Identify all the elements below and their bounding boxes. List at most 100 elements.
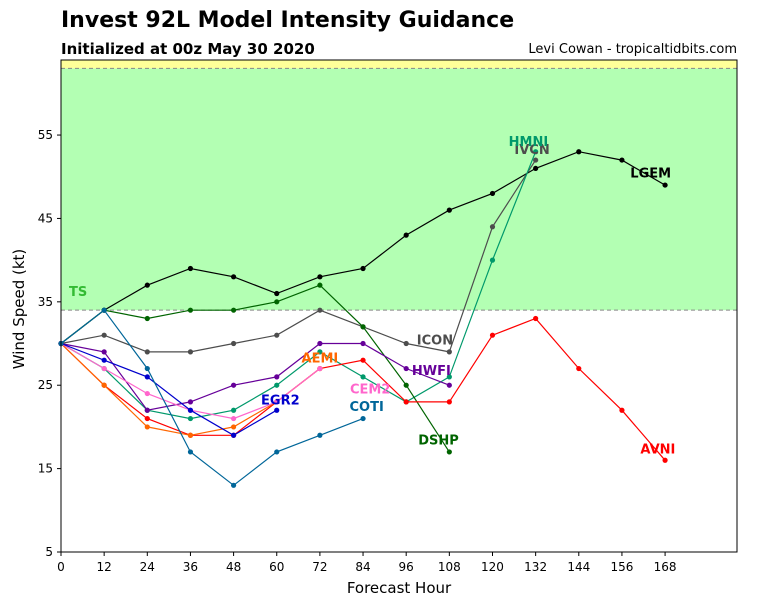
series-label-coti: COTI — [349, 400, 383, 415]
x-tick-label: 0 — [57, 560, 65, 574]
x-tick-label: 132 — [524, 560, 547, 574]
data-point-dshp — [230, 307, 237, 313]
data-point-hwfi — [187, 399, 194, 405]
x-tick-label: 156 — [610, 560, 633, 574]
x-tick-label: 60 — [269, 560, 284, 574]
series-label-aemi: AEMI — [302, 352, 339, 367]
chart-credit: Levi Cowan - tropicaltidbits.com — [528, 42, 737, 57]
data-point-cem2 — [144, 390, 150, 397]
chart-subtitle: Initialized at 00z May 30 2020 — [61, 40, 315, 58]
data-point-lgem — [230, 274, 237, 280]
data-point-ivcn — [101, 332, 107, 338]
data-point-lgem — [619, 157, 625, 163]
data-point-avni — [403, 399, 409, 405]
data-point-hwfi — [403, 365, 409, 372]
data-point-cem2 — [317, 365, 323, 372]
data-point-dshp — [446, 449, 452, 455]
series-label-avni: AVNI — [640, 443, 675, 458]
data-point-lgem — [489, 190, 496, 197]
data-point-hmni — [533, 149, 539, 155]
data-point-hwfi — [144, 407, 150, 413]
data-point-lgem — [533, 165, 539, 172]
data-point-hwfi — [230, 382, 237, 388]
x-tick-label: 120 — [481, 560, 504, 574]
data-point-lgem — [317, 274, 323, 280]
data-point-egr2 — [187, 407, 194, 413]
data-point-egr2 — [274, 407, 280, 413]
band-label: TS — [69, 285, 87, 300]
data-point-hmni — [446, 374, 452, 380]
data-point-aemi — [187, 432, 194, 438]
data-point-hmni — [187, 415, 194, 422]
data-point-avni — [144, 415, 150, 422]
x-tick-label: 24 — [140, 560, 155, 574]
series-labels: LGEM IVCN ICON HMNI DSHP AVNI HWFI AEMI CEM2 EGR2… — [261, 135, 675, 458]
data-point-dshp — [187, 307, 194, 313]
series-label-ivcn: IVCN — [514, 143, 549, 158]
data-point-ivcn — [489, 224, 496, 230]
data-point-avni — [576, 365, 582, 372]
data-point-hwfi — [317, 340, 323, 347]
data-point-avni — [662, 457, 668, 463]
data-point-avni — [489, 332, 496, 338]
data-point-dshp — [403, 382, 409, 388]
data-point-coti — [230, 482, 237, 488]
data-point-hmni — [360, 374, 366, 380]
y-tick-label: 15 — [38, 462, 53, 476]
data-point-coti — [274, 449, 280, 455]
series-line-ivcn — [60, 159, 537, 353]
data-point-dshp — [274, 299, 280, 305]
data-point-ivcn — [446, 349, 452, 355]
data-point-avni — [619, 407, 625, 413]
data-point-lgem — [576, 149, 582, 155]
series-label-dshp: DSHP — [418, 433, 459, 448]
y-tick-label: 45 — [38, 211, 53, 225]
series-line-coti — [60, 309, 364, 487]
series-line-egr2 — [60, 342, 278, 436]
data-point-dshp — [317, 282, 323, 288]
data-point-cem2 — [230, 415, 237, 422]
plot-frame — [60, 59, 738, 553]
data-point-lgem — [446, 207, 452, 213]
y-axis-label: Wind Speed (kt) — [10, 249, 28, 370]
series-line-aemi — [60, 343, 321, 436]
data-point-ivcn — [187, 349, 194, 355]
data-point-egr2 — [101, 357, 107, 363]
x-tick-label: 72 — [312, 560, 327, 574]
data-point-lgem — [187, 265, 194, 272]
data-point-ivcn — [230, 340, 237, 347]
data-point-ivcn — [317, 307, 323, 313]
data-point-cem2 — [101, 365, 107, 372]
data-point-coti — [101, 307, 107, 313]
data-point-aemi — [101, 382, 107, 388]
x-tick-label: 108 — [438, 560, 461, 574]
data-point-ivcn — [403, 340, 409, 347]
y-tick-label: 55 — [38, 128, 53, 142]
series-label-icon: ICON — [417, 333, 453, 348]
x-tick-label: 36 — [183, 560, 198, 574]
series-label-hmni: HMNI — [509, 135, 549, 150]
data-point-aemi — [144, 424, 150, 430]
x-tick-label: 168 — [654, 560, 677, 574]
data-point-egr2 — [230, 432, 237, 438]
data-point-coti — [187, 449, 194, 455]
data-point-hmni — [489, 257, 496, 263]
intensity-bands: TS — [61, 60, 737, 311]
data-point-avni — [446, 399, 452, 405]
y-tick-label: 25 — [38, 378, 53, 392]
data-point-lgem — [144, 282, 150, 288]
data-point-coti — [317, 432, 323, 438]
x-tick-label: 84 — [355, 560, 370, 574]
data-point-coti — [360, 415, 366, 422]
x-tick-label: 48 — [226, 560, 241, 574]
series-label-egr2: EGR2 — [261, 393, 300, 408]
data-point-ivcn — [533, 157, 539, 163]
data-point-aemi — [230, 424, 237, 430]
x-axis-label: Forecast Hour — [347, 579, 452, 597]
series-lines — [58, 149, 668, 488]
data-point-coti — [144, 365, 150, 372]
chart-title: Invest 92L Model Intensity Guidance — [61, 8, 515, 33]
y-tick-label: 5 — [45, 545, 53, 559]
x-tick-label: 12 — [97, 560, 112, 574]
